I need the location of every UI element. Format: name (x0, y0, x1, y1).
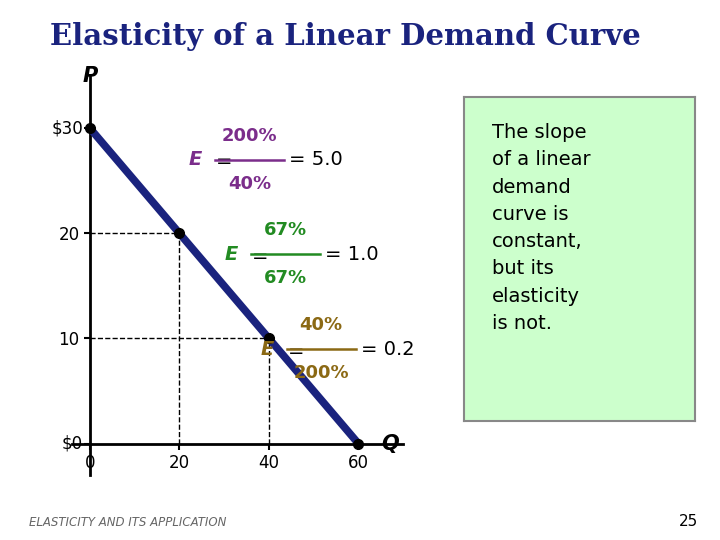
Text: $\bfit{E}$: $\bfit{E}$ (189, 150, 204, 169)
Text: 200%: 200% (293, 364, 349, 382)
Text: P: P (82, 66, 97, 86)
Text: $\bfit{E}$: $\bfit{E}$ (260, 340, 275, 359)
Text: = 0.2: = 0.2 (361, 340, 415, 359)
Text: $=$: $=$ (284, 340, 304, 359)
Text: Elasticity of a Linear Demand Curve: Elasticity of a Linear Demand Curve (50, 22, 641, 51)
Text: = 5.0: = 5.0 (289, 150, 343, 169)
Text: $\bfit{E}$: $\bfit{E}$ (224, 245, 239, 264)
Text: = 1.0: = 1.0 (325, 245, 379, 264)
Text: 25: 25 (679, 514, 698, 529)
Text: Q: Q (381, 434, 399, 454)
Text: 67%: 67% (264, 221, 307, 239)
Text: 40%: 40% (228, 175, 271, 193)
Text: $0: $0 (62, 435, 84, 453)
Text: The slope
of a linear
demand
curve is
constant,
but its
elasticity
is not.: The slope of a linear demand curve is co… (492, 123, 590, 333)
Text: $=$: $=$ (248, 245, 268, 264)
Text: 67%: 67% (264, 269, 307, 287)
Text: $30: $30 (51, 119, 84, 137)
Text: 200%: 200% (222, 126, 277, 145)
Text: ELASTICITY AND ITS APPLICATION: ELASTICITY AND ITS APPLICATION (29, 516, 226, 529)
Text: $=$: $=$ (212, 150, 233, 169)
Text: 40%: 40% (300, 316, 343, 334)
